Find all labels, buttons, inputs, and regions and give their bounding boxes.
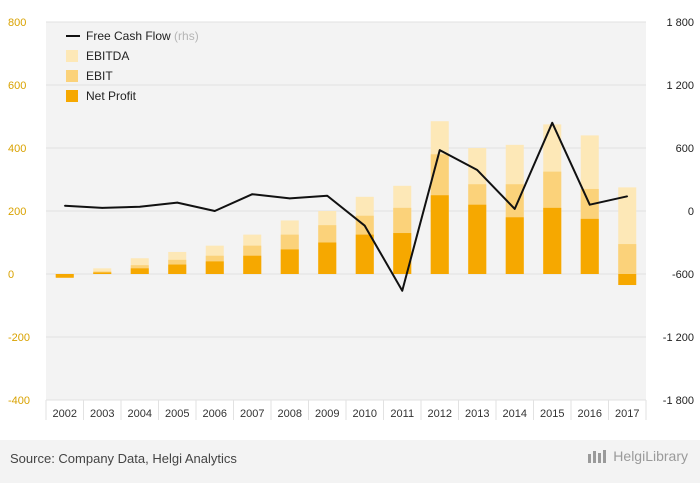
y-left-tick-label: 200 xyxy=(8,206,26,218)
bars xyxy=(55,121,637,286)
legend-label-ebit: EBIT xyxy=(86,69,113,83)
fcf-point xyxy=(288,197,291,200)
x-tick-label: 2005 xyxy=(165,408,189,420)
brand-logo[interactable]: HelgiLibrary xyxy=(587,448,688,464)
bar-net-profit xyxy=(355,234,374,274)
fcf-point xyxy=(476,169,479,171)
y-left-tick-label: -400 xyxy=(8,395,30,407)
legend-swatch-ebit xyxy=(66,70,78,82)
fcf-point xyxy=(401,290,404,292)
y-right-tick-label: 1 200 xyxy=(666,80,694,92)
fcf-point xyxy=(63,204,66,207)
bar-net-profit xyxy=(130,268,149,274)
fcf-point xyxy=(101,207,104,209)
x-tick-label: 2013 xyxy=(465,408,489,420)
x-tick-label: 2016 xyxy=(578,408,602,420)
fcf-point xyxy=(251,193,254,195)
grid xyxy=(45,21,647,420)
x-tick-label: 2007 xyxy=(240,408,264,420)
bar-net-profit xyxy=(280,249,299,274)
bar-net-profit xyxy=(393,233,412,274)
y-right-tick-label: 0 xyxy=(688,206,694,218)
bar-net-profit xyxy=(55,274,74,278)
x-tick-label: 2012 xyxy=(428,408,452,420)
y-right-tick-label: -1 800 xyxy=(663,395,694,407)
fcf-point xyxy=(213,210,216,212)
source-text: Source: Company Data, Helgi Analytics xyxy=(10,451,237,466)
x-tick-label: 2008 xyxy=(278,408,302,420)
fcf-point xyxy=(551,122,554,124)
footer: Source: Company Data, Helgi Analytics He… xyxy=(0,440,700,483)
bar-net-profit xyxy=(205,261,224,274)
fcf-point xyxy=(626,195,629,198)
legend-label-rhs: (rhs) xyxy=(174,29,199,43)
fcf-line-group xyxy=(63,121,629,292)
bar-ebit xyxy=(618,244,637,274)
bar-net-profit xyxy=(168,264,187,274)
x-tick-label: 2009 xyxy=(315,408,339,420)
y-right-tick-label: 1 800 xyxy=(666,17,694,29)
x-tick-label: 2011 xyxy=(390,408,414,420)
legend-label-fcf: Free Cash Flow (rhs) xyxy=(86,29,199,43)
legend-label-ebitda: EBITDA xyxy=(86,49,129,63)
legend-label-net-profit: Net Profit xyxy=(86,89,137,103)
library-icon xyxy=(588,450,607,463)
logo-text: HelgiLibrary xyxy=(613,448,688,464)
y-left-tick-label: 0 xyxy=(8,269,14,281)
y-left-tick-label: 400 xyxy=(8,143,26,155)
legend: Free Cash Flow (rhs) EBITDA EBIT Net Profit xyxy=(66,29,199,103)
x-tick-label: 2003 xyxy=(90,408,114,420)
fcf-point xyxy=(138,206,141,208)
axes: 800 1 800 600 1 200 400 600 200 0 0 -600 -200 -1 20… xyxy=(8,17,694,420)
x-tick-label: 2017 xyxy=(615,408,639,420)
y-left-tick-label: -200 xyxy=(8,332,30,344)
bar-net-profit xyxy=(243,255,262,274)
bar-net-profit xyxy=(468,204,487,274)
bar-net-profit xyxy=(430,195,449,274)
y-left-tick-label: 600 xyxy=(8,80,26,92)
chart: 800 1 800 600 1 200 400 600 200 0 0 -600 -200 -1 20… xyxy=(8,17,694,420)
y-right-tick-label: -600 xyxy=(672,269,694,281)
bar-net-profit xyxy=(580,218,599,274)
bar-net-profit xyxy=(618,274,637,286)
x-tick-label: 2006 xyxy=(203,408,227,420)
x-tick-label: 2002 xyxy=(53,408,77,420)
fcf-point xyxy=(363,224,366,227)
bar-net-profit xyxy=(93,272,112,274)
fcf-line xyxy=(64,121,628,292)
bar-net-profit xyxy=(543,207,562,274)
bar-net-profit xyxy=(505,217,524,274)
fcf-point xyxy=(176,201,179,204)
x-tick-label: 2010 xyxy=(353,408,377,420)
bar-net-profit xyxy=(318,242,337,274)
x-tick-label: 2014 xyxy=(503,408,527,420)
legend-swatch-net-profit xyxy=(66,90,78,102)
fcf-point xyxy=(326,194,329,197)
fcf-point xyxy=(438,149,441,151)
fcf-point xyxy=(588,203,591,206)
y-right-tick-label: -1 200 xyxy=(663,332,694,344)
fcf-point xyxy=(513,208,516,210)
y-right-tick-label: 600 xyxy=(676,143,694,155)
y-left-tick-label: 800 xyxy=(8,17,26,29)
legend-swatch-ebitda xyxy=(66,50,78,62)
x-tick-label: 2004 xyxy=(128,408,152,420)
x-tick-label: 2015 xyxy=(540,408,564,420)
bar-ebitda xyxy=(93,268,112,274)
